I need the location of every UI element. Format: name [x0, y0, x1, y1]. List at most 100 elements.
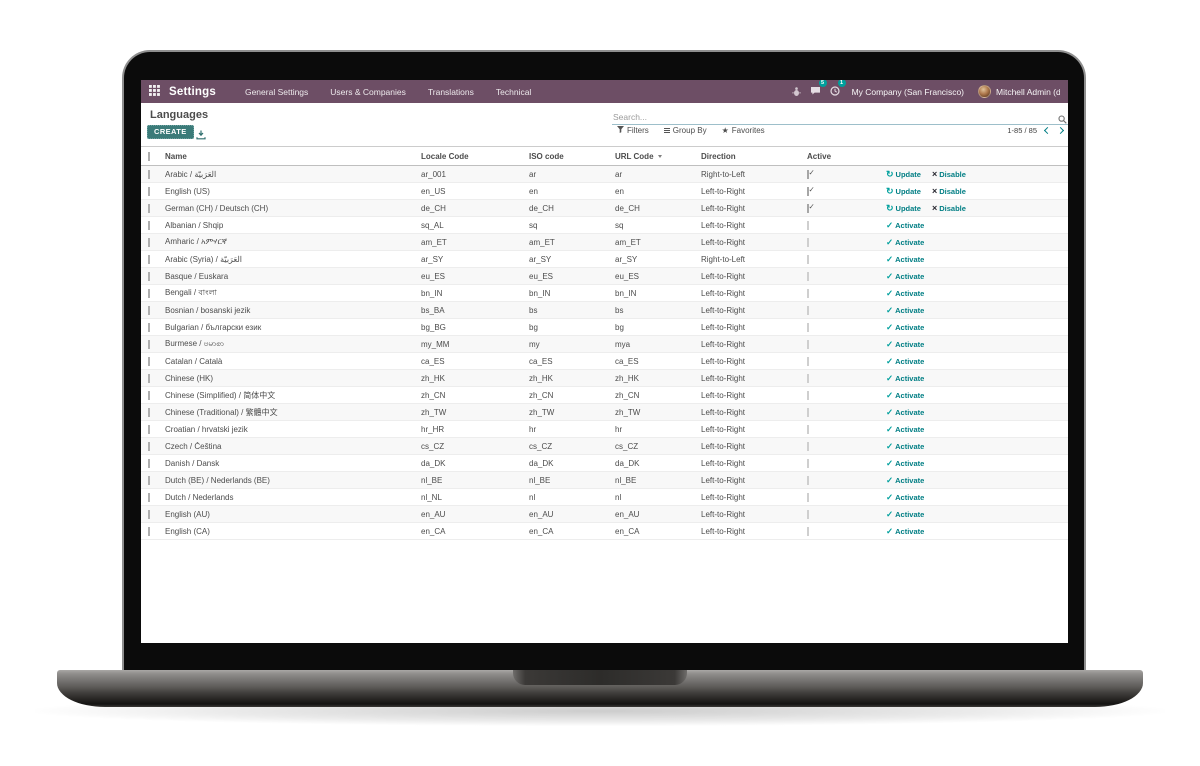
row-checkbox[interactable]	[148, 203, 150, 213]
row-checkbox[interactable]	[148, 186, 150, 196]
activate-button[interactable]: ✓ Activate	[886, 220, 925, 230]
table-row[interactable]: Chinese (Simplified) / 简体中文 zh_CN zh_CN …	[141, 387, 1068, 404]
active-checkbox[interactable]	[807, 254, 809, 264]
menu-users-companies[interactable]: Users & Companies	[330, 86, 406, 97]
update-button[interactable]: ↻ Update	[886, 203, 921, 213]
pager-next-icon[interactable]	[1056, 126, 1065, 135]
update-button[interactable]: ↻ Update	[886, 169, 921, 179]
row-checkbox[interactable]	[148, 373, 150, 383]
activate-button[interactable]: ✓ Activate	[886, 407, 925, 417]
table-row[interactable]: Bosnian / bosanski jezik bs_BA bs bs Lef…	[141, 302, 1068, 319]
table-row[interactable]: Catalan / Català ca_ES ca_ES ca_ES Left-…	[141, 353, 1068, 370]
active-checkbox[interactable]	[807, 373, 809, 383]
disable-button[interactable]: × Disable	[931, 203, 966, 213]
header-iso-code[interactable]: ISO code	[529, 151, 564, 161]
activate-button[interactable]: ✓ Activate	[886, 475, 925, 485]
table-row[interactable]: Dutch / Nederlands nl_NL nl nl Left-to-R…	[141, 489, 1068, 506]
active-checkbox[interactable]	[807, 169, 809, 179]
favorites-button[interactable]: ★ Favorites	[722, 126, 765, 135]
activate-button[interactable]: ✓ Activate	[886, 271, 925, 281]
activate-button[interactable]: ✓ Activate	[886, 373, 925, 383]
activate-button[interactable]: ✓ Activate	[886, 305, 925, 315]
row-checkbox[interactable]	[148, 288, 150, 298]
bug-icon[interactable]	[791, 86, 801, 97]
row-checkbox[interactable]	[148, 526, 150, 536]
group-by-button[interactable]: Group By	[663, 126, 707, 135]
active-checkbox[interactable]	[807, 441, 809, 451]
activate-button[interactable]: ✓ Activate	[886, 254, 925, 264]
active-checkbox[interactable]	[807, 271, 809, 281]
table-row[interactable]: Bengali / বাংলা bn_IN bn_IN bn_IN Left-t…	[141, 285, 1068, 302]
activate-button[interactable]: ✓ Activate	[886, 322, 925, 332]
table-row[interactable]: Bulgarian / български език bg_BG bg bg L…	[141, 319, 1068, 336]
table-row[interactable]: Chinese (Traditional) / 繁體中文 zh_TW zh_TW…	[141, 404, 1068, 421]
table-row[interactable]: Amharic / አምሃርኛ am_ET am_ET am_ET Left-t…	[141, 234, 1068, 251]
table-row[interactable]: English (AU) en_AU en_AU en_AU Left-to-R…	[141, 506, 1068, 523]
table-row[interactable]: Albanian / Shqip sq_AL sq sq Left-to-Rig…	[141, 217, 1068, 234]
messages-button[interactable]: 5	[810, 80, 827, 101]
row-checkbox[interactable]	[148, 424, 150, 434]
activate-button[interactable]: ✓ Activate	[886, 237, 925, 247]
search-input[interactable]	[612, 108, 1068, 126]
activate-button[interactable]: ✓ Activate	[886, 356, 925, 366]
header-direction[interactable]: Direction	[701, 151, 736, 161]
row-checkbox[interactable]	[148, 356, 150, 366]
menu-general-settings[interactable]: General Settings	[244, 86, 309, 97]
active-checkbox[interactable]	[807, 237, 809, 247]
table-row[interactable]: English (US) en_US en en Left-to-Right ↻…	[141, 183, 1068, 200]
active-checkbox[interactable]	[807, 407, 809, 417]
row-checkbox[interactable]	[148, 169, 150, 179]
apps-menu-button[interactable]	[149, 83, 160, 101]
row-checkbox[interactable]	[148, 339, 150, 349]
row-checkbox[interactable]	[148, 492, 150, 502]
active-checkbox[interactable]	[807, 390, 809, 400]
table-row[interactable]: Burmese / ဗမာစာ my_MM my mya Left-to-Rig…	[141, 336, 1068, 353]
user-avatar[interactable]	[978, 85, 991, 98]
activate-button[interactable]: ✓ Activate	[886, 424, 925, 434]
table-row[interactable]: Arabic / الْعَرَبيّة ar_001 ar ar Right-…	[141, 166, 1068, 183]
active-checkbox[interactable]	[807, 509, 809, 519]
active-checkbox[interactable]	[807, 424, 809, 434]
activate-button[interactable]: ✓ Activate	[886, 339, 925, 349]
active-checkbox[interactable]	[807, 526, 809, 536]
active-checkbox[interactable]	[807, 356, 809, 366]
select-all-checkbox[interactable]	[148, 151, 150, 161]
activate-button[interactable]: ✓ Activate	[886, 509, 925, 519]
active-checkbox[interactable]	[807, 305, 809, 315]
table-row[interactable]: Basque / Euskara eu_ES eu_ES eu_ES Left-…	[141, 268, 1068, 285]
activate-button[interactable]: ✓ Activate	[886, 288, 925, 298]
active-checkbox[interactable]	[807, 458, 809, 468]
row-checkbox[interactable]	[148, 305, 150, 315]
table-row[interactable]: Czech / Čeština cs_CZ cs_CZ cs_CZ Left-t…	[141, 438, 1068, 455]
row-checkbox[interactable]	[148, 458, 150, 468]
header-active[interactable]: Active	[807, 151, 832, 161]
row-checkbox[interactable]	[148, 237, 150, 247]
header-locale-code[interactable]: Locale Code	[421, 151, 469, 161]
table-row[interactable]: Dutch (BE) / Nederlands (BE) nl_BE nl_BE…	[141, 472, 1068, 489]
row-checkbox[interactable]	[148, 271, 150, 281]
row-checkbox[interactable]	[148, 441, 150, 451]
disable-button[interactable]: × Disable	[931, 169, 966, 179]
active-checkbox[interactable]	[807, 288, 809, 298]
table-row[interactable]: Croatian / hrvatski jezik hr_HR hr hr Le…	[141, 421, 1068, 438]
activities-button[interactable]: 1	[829, 80, 846, 101]
table-row[interactable]: English (CA) en_CA en_CA en_CA Left-to-R…	[141, 523, 1068, 540]
row-checkbox[interactable]	[148, 390, 150, 400]
table-row[interactable]: Arabic (Syria) / الْعَرَبيّة ar_SY ar_SY…	[141, 251, 1068, 268]
active-checkbox[interactable]	[807, 475, 809, 485]
active-checkbox[interactable]	[807, 220, 809, 230]
row-checkbox[interactable]	[148, 254, 150, 264]
activate-button[interactable]: ✓ Activate	[886, 492, 925, 502]
row-checkbox[interactable]	[148, 322, 150, 332]
row-checkbox[interactable]	[148, 509, 150, 519]
activate-button[interactable]: ✓ Activate	[886, 390, 925, 400]
table-row[interactable]: Danish / Dansk da_DK da_DK da_DK Left-to…	[141, 455, 1068, 472]
activate-button[interactable]: ✓ Activate	[886, 526, 925, 536]
active-checkbox[interactable]	[807, 203, 809, 213]
disable-button[interactable]: × Disable	[931, 186, 966, 196]
update-button[interactable]: ↻ Update	[886, 186, 921, 196]
table-row[interactable]: Chinese (HK) zh_HK zh_HK zh_HK Left-to-R…	[141, 370, 1068, 387]
search-icon[interactable]	[1058, 111, 1067, 129]
app-name[interactable]: Settings	[169, 85, 216, 98]
pager-previous-icon[interactable]	[1043, 126, 1052, 135]
